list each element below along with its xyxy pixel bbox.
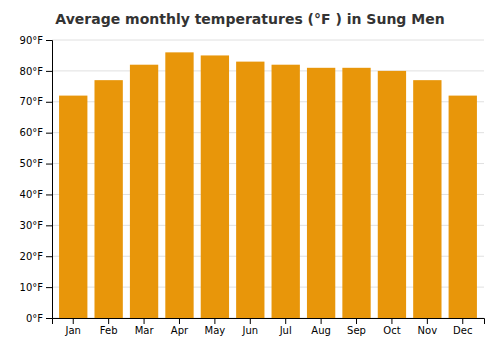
tick-mark bbox=[144, 318, 145, 324]
tick-mark bbox=[321, 318, 322, 324]
tick-label: 80°F bbox=[20, 66, 44, 77]
tick: 30°F bbox=[20, 220, 52, 231]
tick-label: Jul bbox=[279, 325, 292, 336]
tick: Aug bbox=[311, 318, 331, 336]
tick-mark bbox=[250, 318, 251, 324]
grid bbox=[52, 40, 484, 318]
tick-mark bbox=[46, 225, 52, 226]
tick-mark bbox=[46, 71, 52, 72]
grid-line bbox=[52, 70, 484, 71]
tick: Jun bbox=[241, 318, 258, 336]
tick-mark bbox=[285, 318, 286, 324]
tick-label: May bbox=[205, 325, 226, 336]
x-axis: Jan Feb Mar Apr May Jun Jul Aug Sep Oct Nov Dec bbox=[53, 318, 485, 336]
tick-label: 20°F bbox=[20, 251, 44, 262]
tick-mark bbox=[46, 256, 52, 257]
tick-label: 30°F bbox=[20, 220, 44, 231]
tick-mark bbox=[46, 40, 52, 41]
tick: 90°F bbox=[20, 35, 52, 46]
tick-mark bbox=[46, 164, 52, 165]
title: Average monthly temperatures (°F ) in Su… bbox=[55, 11, 444, 27]
tick: 40°F bbox=[20, 189, 52, 200]
tick-label: Nov bbox=[418, 325, 438, 336]
tick: 70°F bbox=[20, 96, 52, 107]
tick: Apr bbox=[171, 318, 189, 336]
tick-label: 60°F bbox=[20, 127, 44, 138]
bar bbox=[307, 68, 335, 318]
tick: Mar bbox=[135, 318, 155, 336]
bar bbox=[378, 71, 406, 318]
tick-mark bbox=[356, 318, 357, 324]
bar bbox=[236, 62, 264, 318]
bar bbox=[201, 55, 229, 318]
tick-label: Sep bbox=[347, 325, 366, 336]
tick: Dec bbox=[453, 318, 472, 336]
tick: Oct bbox=[383, 318, 400, 336]
tick: Jan bbox=[65, 318, 81, 336]
tick-label: 0°F bbox=[26, 313, 43, 324]
y-axis: 0°F 10°F 20°F 30°F 40°F 50°F 60°F 70°F 80°F 90°F bbox=[20, 35, 53, 324]
tick: Sep bbox=[347, 318, 366, 336]
bar bbox=[59, 96, 87, 318]
tick: Nov bbox=[418, 318, 438, 336]
axis-line bbox=[46, 41, 53, 319]
bar bbox=[342, 68, 370, 318]
tick-mark bbox=[427, 318, 428, 324]
chart: 0°F 10°F 20°F 30°F 40°F 50°F 60°F 70°F 80°F 90°F J… bbox=[0, 0, 500, 350]
tick-label: Feb bbox=[100, 325, 118, 336]
tick: 10°F bbox=[20, 282, 52, 293]
tick: Jul bbox=[279, 318, 292, 336]
tick: 60°F bbox=[20, 127, 52, 138]
plot-area: 0°F 10°F 20°F 30°F 40°F 50°F 60°F 70°F 80°F 90°F J… bbox=[20, 35, 485, 336]
tick-label: Mar bbox=[135, 325, 155, 336]
tick: 20°F bbox=[20, 251, 52, 262]
tick-label: 40°F bbox=[20, 189, 44, 200]
grid-line bbox=[52, 40, 484, 41]
bar bbox=[165, 52, 193, 318]
tick-mark bbox=[391, 318, 392, 324]
tick-label: 50°F bbox=[20, 158, 44, 169]
tick-label: Oct bbox=[383, 325, 400, 336]
tick-label: 70°F bbox=[20, 96, 44, 107]
tick-label: Dec bbox=[453, 325, 472, 336]
tick-label: Jun bbox=[241, 325, 258, 336]
tick: 50°F bbox=[20, 158, 52, 169]
tick-mark bbox=[46, 133, 52, 134]
bar bbox=[449, 96, 477, 318]
bars bbox=[59, 52, 477, 318]
tick: May bbox=[205, 318, 226, 336]
tick-label: Apr bbox=[171, 325, 189, 336]
tick-mark bbox=[73, 318, 74, 324]
tick: 0°F bbox=[26, 313, 52, 324]
tick-mark bbox=[179, 318, 180, 324]
tick-label: Aug bbox=[311, 325, 331, 336]
tick-mark bbox=[46, 287, 52, 288]
bar bbox=[413, 80, 441, 318]
bar bbox=[272, 65, 300, 318]
tick-label: 90°F bbox=[20, 35, 44, 46]
tick-mark bbox=[108, 318, 109, 324]
tick: 80°F bbox=[20, 66, 52, 77]
axis-line bbox=[53, 319, 485, 325]
tick-label: Jan bbox=[65, 325, 81, 336]
tick-mark bbox=[46, 318, 52, 319]
tick-mark bbox=[462, 318, 463, 324]
bar bbox=[130, 65, 158, 318]
tick-label: 10°F bbox=[20, 282, 44, 293]
tick-mark bbox=[214, 318, 215, 324]
bar bbox=[94, 80, 122, 318]
tick-mark bbox=[46, 102, 52, 103]
tick: Feb bbox=[100, 318, 118, 336]
tick-mark bbox=[46, 194, 52, 195]
